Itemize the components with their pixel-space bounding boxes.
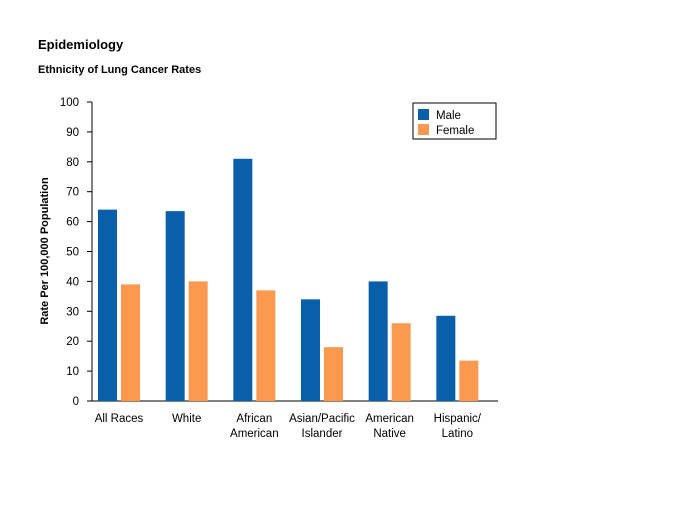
bar-male bbox=[368, 281, 388, 401]
legend-swatch-male bbox=[418, 109, 429, 120]
y-tick-label: 80 bbox=[66, 157, 79, 169]
bar-female bbox=[121, 284, 140, 401]
y-tick-label: 90 bbox=[66, 127, 79, 139]
x-tick-label: All Races bbox=[95, 413, 144, 425]
y-tick-label: 10 bbox=[66, 366, 79, 378]
bar-male bbox=[165, 211, 185, 401]
y-tick-label: 40 bbox=[66, 276, 79, 288]
bar-male bbox=[301, 299, 320, 401]
bar-female bbox=[256, 290, 276, 401]
bar-female bbox=[459, 360, 479, 401]
y-tick-label: 50 bbox=[66, 247, 79, 259]
category-labels: All Races White African American Asian/Pacif… bbox=[95, 413, 482, 440]
legend-swatch-female bbox=[418, 124, 429, 135]
bar-female bbox=[324, 347, 343, 401]
legend: Male Female bbox=[412, 102, 497, 140]
y-tick-label: 100 bbox=[60, 97, 79, 109]
y-tick-label: 60 bbox=[66, 217, 79, 229]
bar-female bbox=[391, 323, 411, 401]
y-tick-label: 0 bbox=[73, 396, 79, 408]
y-tick-label: 20 bbox=[66, 336, 79, 348]
bar-male bbox=[436, 315, 456, 401]
y-tick-label: 70 bbox=[66, 187, 79, 199]
x-tick-label: African American bbox=[230, 413, 279, 440]
legend-label-male: Male bbox=[436, 110, 461, 122]
page-title: Epidemiology bbox=[38, 37, 124, 52]
legend-label-female: Female bbox=[436, 125, 474, 137]
chart-subtitle: Ethnicity of Lung Cancer Rates bbox=[38, 64, 202, 76]
y-tick-labels: 0 10 20 30 40 50 60 70 80 90 100 bbox=[60, 97, 79, 408]
bars bbox=[98, 158, 479, 401]
x-tick-label: Hispanic/Latino bbox=[434, 413, 482, 440]
x-tick-label: White bbox=[172, 413, 201, 425]
x-tick-label: Asian/Pacific Islander bbox=[289, 413, 355, 440]
bar-male bbox=[233, 158, 253, 401]
y-axis-label: Rate Per 100,000 Population bbox=[39, 177, 51, 325]
x-tick-label: American Native bbox=[365, 413, 414, 440]
bar-male bbox=[98, 209, 117, 401]
y-tick-label: 30 bbox=[66, 306, 79, 318]
bar-female bbox=[188, 281, 208, 401]
axes bbox=[87, 101, 498, 402]
